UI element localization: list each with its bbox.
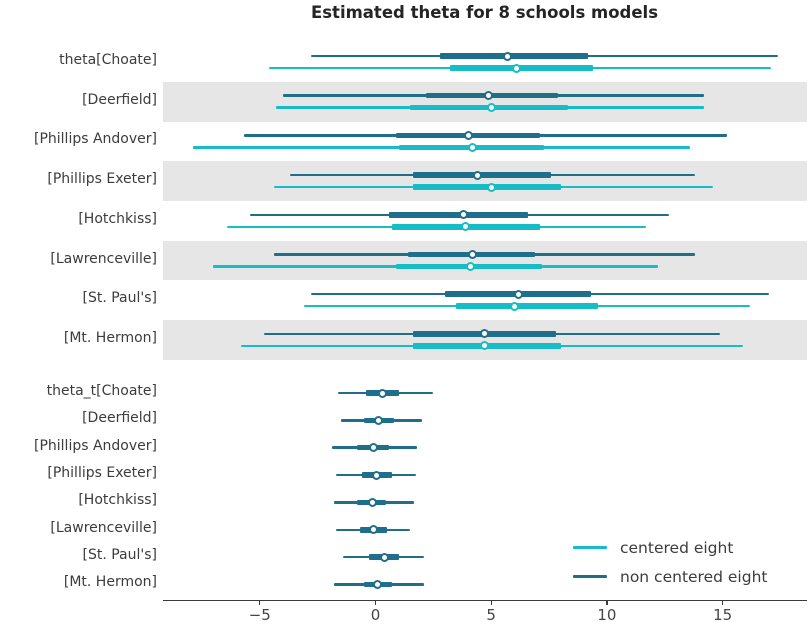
median-marker [484, 91, 494, 101]
legend-label: centered eight [620, 538, 734, 557]
row-label: [Phillips Andover] [34, 131, 157, 148]
x-tick-mark [606, 601, 608, 605]
median-marker [502, 51, 512, 61]
row-label: [Lawrenceville] [50, 250, 157, 267]
x-tick-mark [722, 601, 724, 605]
median-marker [486, 103, 496, 113]
row-label: [Lawrenceville] [50, 519, 157, 536]
row-label: [Phillips Andover] [34, 437, 157, 454]
row-label: [Hotchkiss] [78, 492, 157, 509]
row-label: [Mt. Hermon] [63, 329, 157, 346]
median-marker [368, 443, 378, 453]
median-marker [374, 415, 384, 425]
median-marker [465, 262, 475, 271]
legend-label: non centered eight [620, 567, 768, 586]
row-label: [St. Paul's] [82, 290, 158, 307]
x-tick-mark [490, 601, 492, 605]
median-marker [367, 497, 377, 507]
row-label: [St. Paul's] [82, 547, 158, 564]
x-axis-spine [163, 600, 807, 602]
median-marker [512, 63, 522, 73]
row-label: [Deerfield] [82, 91, 157, 108]
legend-entry-centered: centered eight [573, 533, 803, 562]
median-marker [458, 210, 468, 220]
median-marker [509, 301, 519, 311]
legend-line-swatch-centered [573, 546, 607, 549]
median-marker [380, 552, 390, 562]
median-marker [479, 341, 489, 351]
row-label: theta_t[Choate] [46, 383, 157, 399]
x-tick-label: 10 [597, 606, 617, 624]
quartile-interval-line [412, 184, 561, 190]
quartile-interval-line [449, 65, 594, 71]
legend: centered eight non centered eight [573, 533, 803, 591]
median-marker [479, 329, 489, 339]
median-marker [468, 250, 478, 259]
row-label: [Mt. Hermon] [63, 574, 157, 591]
row-label: [Hotchkiss] [78, 210, 157, 227]
median-marker [377, 388, 387, 398]
median-marker [472, 170, 482, 180]
x-tick-mark [374, 601, 377, 605]
chart-title: Estimated theta for 8 schools models [310, 3, 659, 22]
legend-entry-non-centered: non centered eight [573, 562, 803, 591]
row-band [163, 320, 807, 360]
quartile-interval-line [412, 172, 552, 178]
x-tick-mark [259, 601, 261, 605]
row-label: [Phillips Exeter] [47, 171, 157, 188]
row-label: [Phillips Exeter] [47, 465, 157, 482]
median-marker [463, 130, 473, 140]
median-marker [468, 142, 478, 152]
quartile-interval-line [440, 53, 589, 59]
legend-line-swatch-non-centered [573, 575, 607, 578]
median-marker [373, 579, 383, 589]
median-marker [486, 182, 496, 192]
row-band [163, 240, 807, 281]
median-marker [368, 525, 378, 535]
median-marker [514, 289, 524, 299]
x-tick-label: −5 [248, 606, 271, 624]
median-marker [372, 470, 382, 480]
row-band [163, 161, 807, 201]
median-marker [461, 222, 471, 232]
x-tick-label: 5 [486, 606, 496, 624]
row-label: theta[Choate] [59, 52, 157, 68]
quartile-interval-line [389, 212, 529, 218]
row-label: [Deerfield] [82, 410, 157, 427]
x-tick-label: 0 [370, 606, 381, 624]
x-tick-label: 15 [713, 606, 733, 624]
row-band [163, 81, 807, 122]
quartile-interval-line [456, 303, 598, 309]
